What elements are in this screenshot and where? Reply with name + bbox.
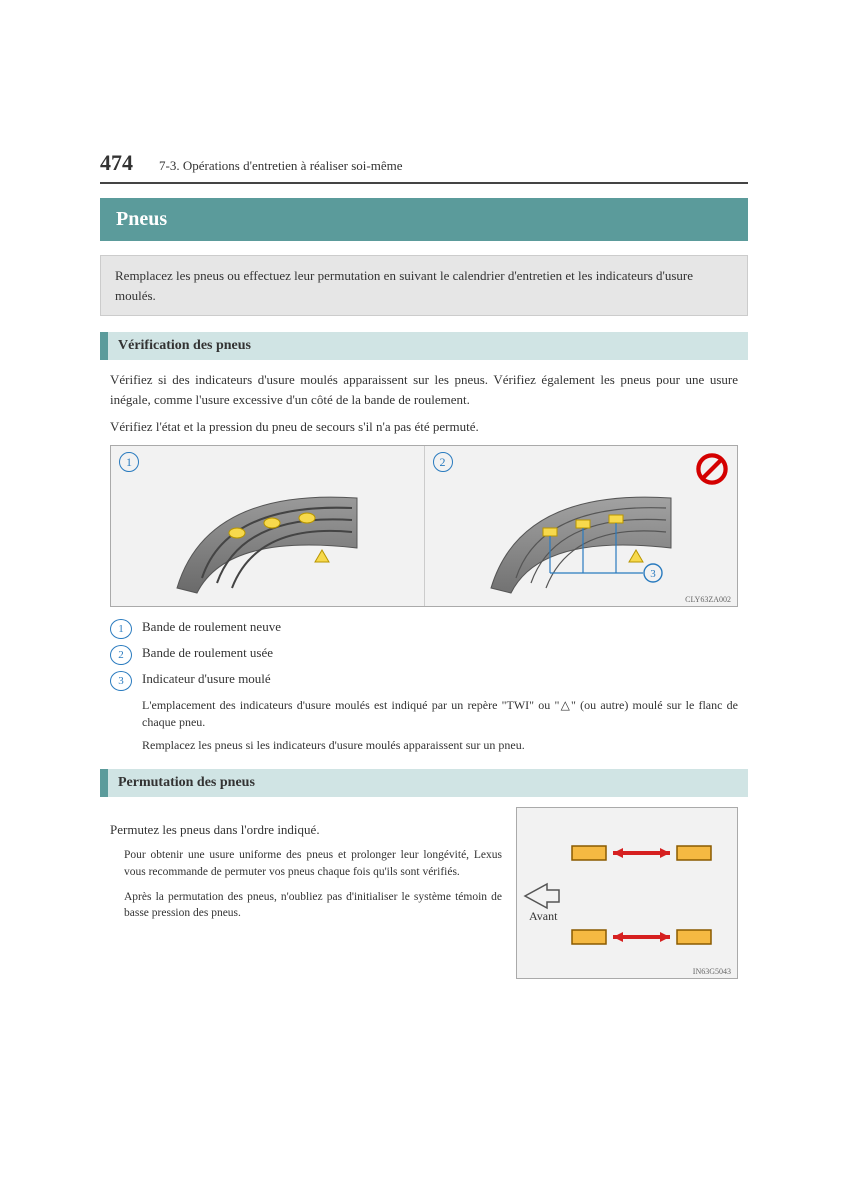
note-paragraph: Remplacez les pneus si les indicateurs d… [142,737,738,754]
figure-panel-worn-tread: 2 [425,446,738,606]
tire-worn-illustration: 3 [456,478,706,598]
page-header: 474 7-3. Opérations d'entretien à réalis… [100,150,748,184]
legend-number-icon: 3 [110,671,132,691]
legend-item: 3 Indicateur d'usure moulé [110,671,738,691]
legend-text: Indicateur d'usure moulé [142,671,271,687]
figure-panel-new-tread: 1 [111,446,425,606]
section-heading-permutation: Permutation des pneus [100,769,748,797]
legend-item: 1 Bande de roulement neuve [110,619,738,639]
figure-code: CLY63ZA002 [685,595,731,604]
legend-text: Bande de roulement usée [142,645,273,661]
section-heading-verification: Vérification des pneus [100,332,748,360]
sub-paragraph: Pour obtenir une usure uniforme des pneu… [124,847,502,880]
rotation-diagram: Avant IN63G5043 [516,807,738,979]
rotation-diagram-svg: Avant [517,808,737,978]
permutation-text-column: Permutez les pneus dans l'ordre indiqué.… [110,807,502,979]
legend-text: Bande de roulement neuve [142,619,281,635]
legend-number-icon: 1 [110,619,132,639]
intro-callout: Remplacez les pneus ou effectuez leur pe… [100,255,748,316]
paragraph: Vérifiez si des indicateurs d'usure moul… [110,370,738,409]
chapter-label: 7-3. Opérations d'entretien à réaliser s… [159,158,402,174]
tire-new-illustration [142,478,392,598]
figure-code: IN63G5043 [693,967,731,976]
tire-wear-figure: 1 2 [110,445,738,607]
paragraph: Permutez les pneus dans l'ordre indiqué. [110,820,502,840]
page-title: Pneus [100,198,748,241]
legend-item: 2 Bande de roulement usée [110,645,738,665]
page-number: 474 [100,150,133,176]
svg-text:3: 3 [650,568,656,580]
paragraph: Vérifiez l'état et la pression du pneu d… [110,417,738,437]
callout-number-2: 2 [433,452,453,472]
figure-legend: 1 Bande de roulement neuve 2 Bande de ro… [110,619,738,691]
note-paragraph: L'emplacement des indicateurs d'usure mo… [142,697,738,732]
legend-number-icon: 2 [110,645,132,665]
sub-paragraph: Après la permutation des pneus, n'oublie… [124,889,502,922]
callout-number-1: 1 [119,452,139,472]
front-label: Avant [529,909,558,923]
